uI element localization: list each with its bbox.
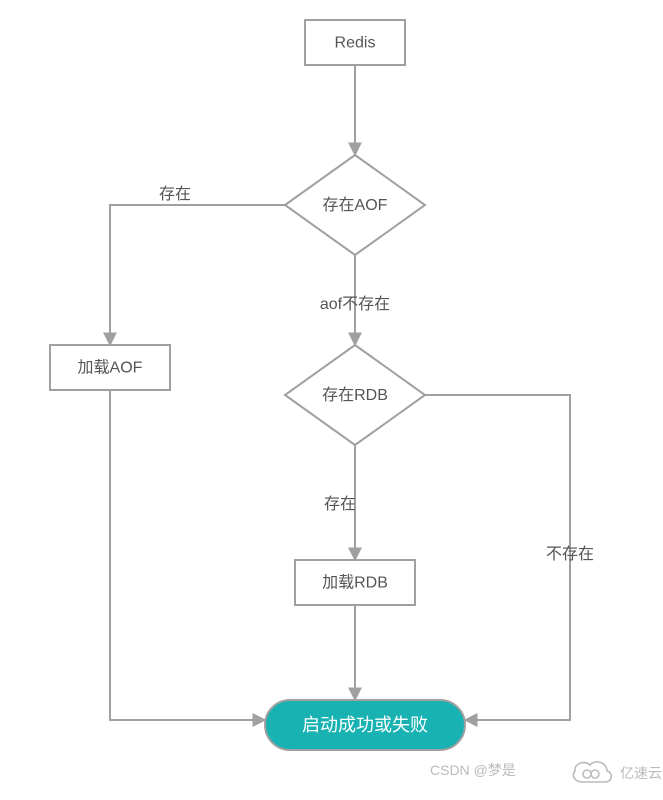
- node-label: 存在AOF: [323, 196, 388, 214]
- watermark-yisu-text: 亿速云: [620, 765, 662, 781]
- node-label: 启动成功或失败: [302, 715, 428, 735]
- watermark-csdn: CSDN @梦是: [430, 762, 516, 778]
- edge: [110, 390, 265, 720]
- watermarks: CSDN @梦是 亿速云: [430, 762, 662, 782]
- edge-label: 不存在: [546, 545, 594, 563]
- edge-label: 存在: [159, 185, 191, 203]
- flowchart: 存在aof不存在存在不存在Redis存在AOF加载AOF存在RDB加载RDB启动…: [0, 0, 663, 800]
- nodes: Redis 存在AOF 加载AOF 存在RDB 加载RDB 启动成功或失败: [50, 20, 465, 750]
- edge-label: 存在: [324, 495, 356, 513]
- node-label: 加载RDB: [322, 574, 388, 592]
- node-label: 存在RDB: [322, 386, 388, 404]
- watermark-yisu: 亿速云: [573, 762, 662, 782]
- node-label: Redis: [335, 35, 376, 52]
- edge: [110, 205, 285, 345]
- node-label: 加载AOF: [78, 359, 143, 377]
- edge-label: aof不存在: [320, 295, 390, 313]
